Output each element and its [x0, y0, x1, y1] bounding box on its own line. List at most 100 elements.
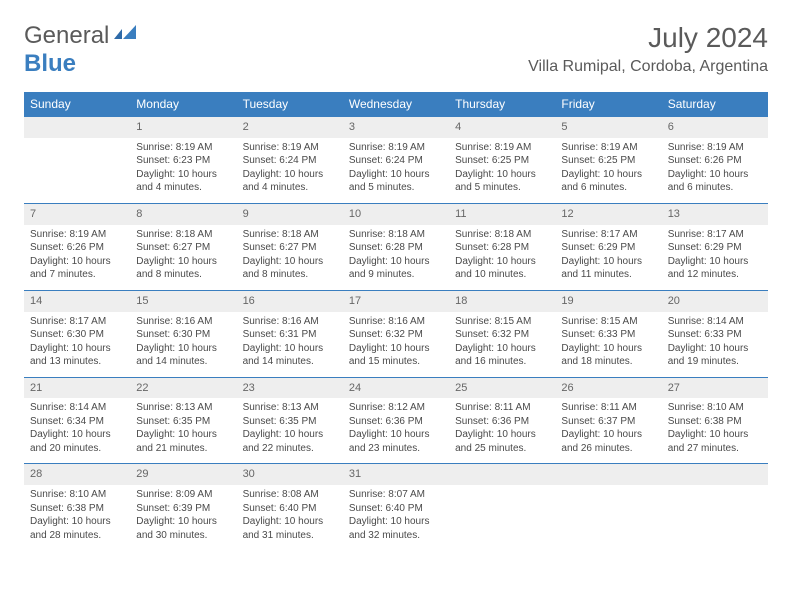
daylight-line: Daylight: 10 hours and 8 minutes. [243, 255, 337, 282]
sunset-line: Sunset: 6:32 PM [349, 328, 443, 342]
sunrise-line: Sunrise: 8:10 AM [668, 401, 762, 415]
day-detail-cell: Sunrise: 8:17 AMSunset: 6:30 PMDaylight:… [24, 312, 130, 378]
sunrise-line: Sunrise: 8:13 AM [243, 401, 337, 415]
sunset-line: Sunset: 6:36 PM [349, 415, 443, 429]
day-detail-cell: Sunrise: 8:10 AMSunset: 6:38 PMDaylight:… [662, 398, 768, 464]
sunrise-line: Sunrise: 8:19 AM [243, 141, 337, 155]
day-number-cell [449, 464, 555, 485]
day-detail-cell: Sunrise: 8:16 AMSunset: 6:32 PMDaylight:… [343, 312, 449, 378]
sunrise-line: Sunrise: 8:19 AM [455, 141, 549, 155]
daylight-line: Daylight: 10 hours and 31 minutes. [243, 515, 337, 542]
day-detail-cell [24, 138, 130, 204]
daylight-line: Daylight: 10 hours and 6 minutes. [561, 168, 655, 195]
daylight-line: Daylight: 10 hours and 26 minutes. [561, 428, 655, 455]
sunrise-line: Sunrise: 8:18 AM [136, 228, 230, 242]
daylight-line: Daylight: 10 hours and 23 minutes. [349, 428, 443, 455]
day-detail-cell: Sunrise: 8:15 AMSunset: 6:33 PMDaylight:… [555, 312, 661, 378]
day-number-cell: 1 [130, 117, 236, 138]
daylight-line: Daylight: 10 hours and 18 minutes. [561, 342, 655, 369]
month-title: July 2024 [528, 22, 768, 54]
sunrise-line: Sunrise: 8:07 AM [349, 488, 443, 502]
sunrise-line: Sunrise: 8:19 AM [668, 141, 762, 155]
day-number-cell: 31 [343, 464, 449, 485]
day-number-cell: 5 [555, 117, 661, 138]
sunset-line: Sunset: 6:28 PM [455, 241, 549, 255]
weekday-header: Tuesday [237, 92, 343, 117]
daylight-line: Daylight: 10 hours and 19 minutes. [668, 342, 762, 369]
sunset-line: Sunset: 6:32 PM [455, 328, 549, 342]
daylight-line: Daylight: 10 hours and 12 minutes. [668, 255, 762, 282]
day-number-cell: 19 [555, 290, 661, 311]
daylight-line: Daylight: 10 hours and 5 minutes. [455, 168, 549, 195]
sunrise-line: Sunrise: 8:18 AM [455, 228, 549, 242]
day-number-cell: 15 [130, 290, 236, 311]
weekday-header: Sunday [24, 92, 130, 117]
day-number-cell: 20 [662, 290, 768, 311]
day-detail-cell: Sunrise: 8:18 AMSunset: 6:27 PMDaylight:… [237, 225, 343, 291]
daylight-line: Daylight: 10 hours and 15 minutes. [349, 342, 443, 369]
calendar-table: SundayMondayTuesdayWednesdayThursdayFrid… [24, 92, 768, 550]
day-number-cell [662, 464, 768, 485]
day-number-cell: 12 [555, 203, 661, 224]
sunset-line: Sunset: 6:35 PM [136, 415, 230, 429]
sunset-line: Sunset: 6:30 PM [136, 328, 230, 342]
sunrise-line: Sunrise: 8:19 AM [561, 141, 655, 155]
daylight-line: Daylight: 10 hours and 16 minutes. [455, 342, 549, 369]
day-detail-cell: Sunrise: 8:16 AMSunset: 6:30 PMDaylight:… [130, 312, 236, 378]
daylight-line: Daylight: 10 hours and 4 minutes. [243, 168, 337, 195]
sunrise-line: Sunrise: 8:17 AM [668, 228, 762, 242]
sunrise-line: Sunrise: 8:19 AM [136, 141, 230, 155]
sunrise-line: Sunrise: 8:11 AM [561, 401, 655, 415]
day-number-cell: 10 [343, 203, 449, 224]
day-number-cell [555, 464, 661, 485]
sunrise-line: Sunrise: 8:14 AM [668, 315, 762, 329]
day-detail-cell: Sunrise: 8:19 AMSunset: 6:26 PMDaylight:… [24, 225, 130, 291]
day-number-cell: 4 [449, 117, 555, 138]
day-detail-cell: Sunrise: 8:13 AMSunset: 6:35 PMDaylight:… [237, 398, 343, 464]
day-number-cell: 21 [24, 377, 130, 398]
day-detail-cell: Sunrise: 8:09 AMSunset: 6:39 PMDaylight:… [130, 485, 236, 550]
sunset-line: Sunset: 6:38 PM [668, 415, 762, 429]
location: Villa Rumipal, Cordoba, Argentina [528, 58, 768, 76]
sunrise-line: Sunrise: 8:15 AM [455, 315, 549, 329]
day-detail-cell [555, 485, 661, 550]
sunset-line: Sunset: 6:40 PM [349, 502, 443, 516]
day-number-cell: 8 [130, 203, 236, 224]
day-detail-cell: Sunrise: 8:07 AMSunset: 6:40 PMDaylight:… [343, 485, 449, 550]
brand-line1: General [24, 22, 109, 49]
sunset-line: Sunset: 6:34 PM [30, 415, 124, 429]
day-detail-cell: Sunrise: 8:18 AMSunset: 6:27 PMDaylight:… [130, 225, 236, 291]
day-number-cell: 11 [449, 203, 555, 224]
daylight-line: Daylight: 10 hours and 4 minutes. [136, 168, 230, 195]
brand-text: General Blue [24, 22, 140, 78]
sunset-line: Sunset: 6:24 PM [349, 154, 443, 168]
sunset-line: Sunset: 6:33 PM [668, 328, 762, 342]
sunset-line: Sunset: 6:39 PM [136, 502, 230, 516]
daylight-line: Daylight: 10 hours and 5 minutes. [349, 168, 443, 195]
day-detail-cell: Sunrise: 8:12 AMSunset: 6:36 PMDaylight:… [343, 398, 449, 464]
sunrise-line: Sunrise: 8:18 AM [349, 228, 443, 242]
sunset-line: Sunset: 6:29 PM [668, 241, 762, 255]
sunrise-line: Sunrise: 8:09 AM [136, 488, 230, 502]
sunrise-line: Sunrise: 8:18 AM [243, 228, 337, 242]
daynum-row: 21222324252627 [24, 377, 768, 398]
weekday-header: Thursday [449, 92, 555, 117]
day-number-cell: 7 [24, 203, 130, 224]
daylight-line: Daylight: 10 hours and 13 minutes. [30, 342, 124, 369]
sunrise-line: Sunrise: 8:16 AM [243, 315, 337, 329]
detail-row: Sunrise: 8:10 AMSunset: 6:38 PMDaylight:… [24, 485, 768, 550]
day-detail-cell: Sunrise: 8:14 AMSunset: 6:33 PMDaylight:… [662, 312, 768, 378]
sunrise-line: Sunrise: 8:16 AM [349, 315, 443, 329]
daylight-line: Daylight: 10 hours and 28 minutes. [30, 515, 124, 542]
sunset-line: Sunset: 6:27 PM [136, 241, 230, 255]
daylight-line: Daylight: 10 hours and 9 minutes. [349, 255, 443, 282]
day-detail-cell: Sunrise: 8:19 AMSunset: 6:24 PMDaylight:… [237, 138, 343, 204]
weekday-header: Saturday [662, 92, 768, 117]
sunset-line: Sunset: 6:23 PM [136, 154, 230, 168]
day-number-cell: 28 [24, 464, 130, 485]
day-detail-cell: Sunrise: 8:11 AMSunset: 6:37 PMDaylight:… [555, 398, 661, 464]
sunset-line: Sunset: 6:36 PM [455, 415, 549, 429]
daylight-line: Daylight: 10 hours and 32 minutes. [349, 515, 443, 542]
day-number-cell: 9 [237, 203, 343, 224]
sunset-line: Sunset: 6:38 PM [30, 502, 124, 516]
